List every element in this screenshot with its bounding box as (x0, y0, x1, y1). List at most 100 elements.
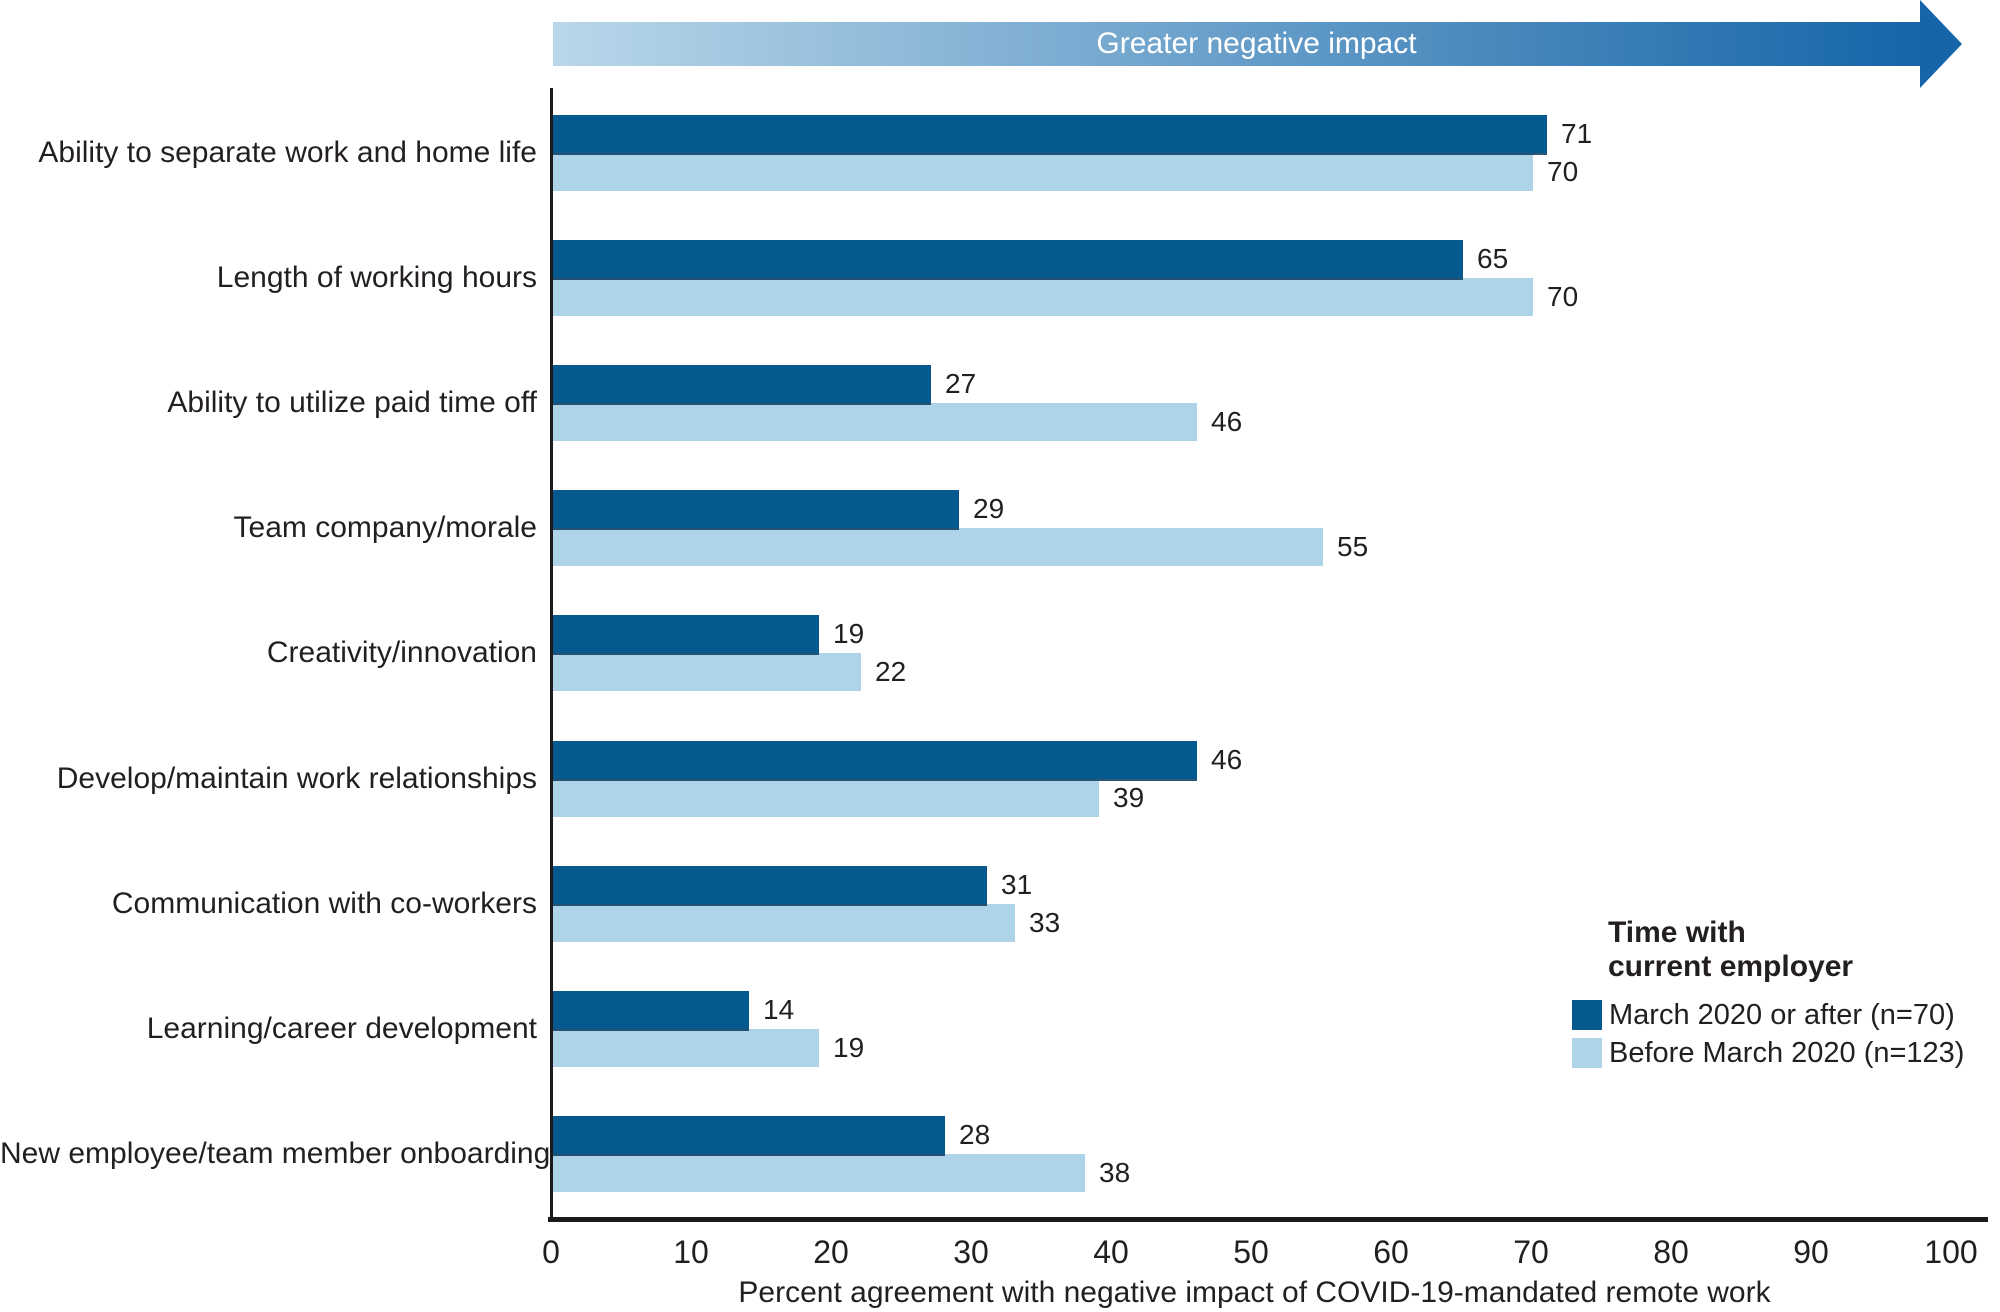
impact-arrow (553, 22, 1920, 66)
value-label: 19 (833, 618, 865, 650)
value-label: 38 (1099, 1157, 1131, 1189)
x-tick-label: 60 (1373, 1234, 1409, 1270)
value-label: 22 (875, 656, 907, 688)
x-axis-line (548, 1217, 1988, 1222)
value-label: 31 (1001, 868, 1033, 900)
bar-march-2020-or-after (553, 1116, 945, 1155)
bar-march-2020-or-after (553, 740, 1197, 779)
chart-row: Learning/career development 14 19 (0, 967, 2000, 1092)
category-label: Team company/morale (233, 511, 537, 545)
bar-line: 31 (553, 865, 1060, 904)
x-axis-title: Percent agreement with negative impact o… (738, 1276, 1771, 1309)
value-label: 19 (833, 1032, 865, 1064)
category-label: Learning/career development (146, 1012, 537, 1046)
bar-group: 28 38 (553, 1116, 1131, 1193)
value-label: 46 (1211, 743, 1243, 775)
bar-line: 46 (553, 740, 1243, 779)
bar-before-march-2020 (553, 653, 861, 692)
x-tick-label: 100 (1924, 1234, 1978, 1270)
x-tick-label: 40 (1093, 1234, 1129, 1270)
bar-before-march-2020 (553, 528, 1323, 567)
y-axis-line (550, 88, 553, 1220)
x-tick-label: 10 (673, 1234, 709, 1270)
bar-group: 46 39 (553, 740, 1243, 817)
bar-group: 27 46 (553, 365, 1243, 442)
bar-line: 71 (553, 114, 1592, 153)
legend-swatch-light (1572, 1038, 1602, 1068)
value-label: 46 (1211, 406, 1243, 438)
bar-line: 14 (553, 991, 864, 1030)
bar-before-march-2020 (553, 277, 1533, 316)
bar-before-march-2020 (553, 903, 1015, 942)
bar-line: 29 (553, 490, 1368, 529)
bar-march-2020-or-after (553, 865, 987, 904)
value-label: 14 (763, 994, 795, 1026)
value-label: 55 (1337, 531, 1369, 563)
bar-group: 65 70 (553, 239, 1579, 316)
legend: Time with current employer March 2020 or… (1572, 916, 1964, 1074)
bar-line: 27 (553, 365, 1242, 404)
bar-march-2020-or-after (553, 365, 931, 404)
x-tick-label: 20 (813, 1234, 849, 1270)
bar-line: 46 (553, 403, 1243, 442)
bar-march-2020-or-after (553, 114, 1547, 153)
legend-item-label: Before March 2020 (n=123) (1609, 1036, 1965, 1069)
legend-swatch-dark (1572, 1000, 1602, 1030)
chart-row: Ability to separate work and home life 71… (0, 90, 2000, 215)
bar-line: 55 (553, 528, 1369, 567)
value-label: 33 (1029, 906, 1061, 938)
legend-item-label: March 2020 or after (n=70) (1609, 998, 1955, 1031)
bar-group: 14 19 (553, 991, 865, 1068)
arrow-head-icon (1920, 0, 1962, 88)
bar-line: 70 (553, 277, 1579, 316)
bar-before-march-2020 (553, 152, 1533, 191)
category-label: Creativity/innovation (266, 636, 537, 670)
value-label: 70 (1547, 280, 1579, 312)
bar-before-march-2020 (553, 1029, 819, 1068)
bar-line: 65 (553, 239, 1578, 278)
value-label: 29 (973, 493, 1005, 525)
category-label: Develop/maintain work relationships (56, 761, 537, 795)
value-label: 39 (1113, 781, 1145, 813)
bar-line: 22 (553, 653, 907, 692)
arrow-label: Greater negative impact (1096, 27, 1417, 60)
chart-row: Communication with co-workers 31 33 (0, 841, 2000, 966)
chart-row: Length of working hours 65 70 (0, 215, 2000, 340)
value-label: 28 (959, 1119, 991, 1151)
bar-march-2020-or-after (553, 991, 749, 1030)
legend-item: March 2020 or after (n=70) (1572, 998, 1964, 1032)
chart-row: Team company/morale 29 55 (0, 466, 2000, 591)
bar-line: 38 (553, 1154, 1131, 1193)
value-label: 27 (945, 368, 977, 400)
bar-group: 29 55 (553, 490, 1369, 567)
x-tick-label: 90 (1793, 1234, 1829, 1270)
x-tick-label: 80 (1653, 1234, 1689, 1270)
category-label: Ability to utilize paid time off (167, 386, 537, 420)
chart-row: Develop/maintain work relationships 46 39 (0, 716, 2000, 841)
bar-before-march-2020 (553, 778, 1099, 817)
chart-row: Creativity/innovation 19 22 (0, 591, 2000, 716)
bar-line: 70 (553, 152, 1592, 191)
bar-march-2020-or-after (553, 615, 819, 654)
bar-line: 33 (553, 903, 1061, 942)
category-label: Length of working hours (216, 260, 537, 294)
chart-row: Ability to utilize paid time off 27 46 (0, 340, 2000, 465)
bar-before-march-2020 (553, 403, 1197, 442)
bar-group: 71 70 (553, 114, 1592, 191)
bar-group: 31 33 (553, 865, 1061, 942)
x-tick-label: 50 (1233, 1234, 1269, 1270)
legend-title-line1: Time with (1608, 916, 1746, 949)
category-label: Communication with co-workers (111, 886, 537, 920)
bar-line: 39 (553, 778, 1242, 817)
x-tick-label: 70 (1513, 1234, 1549, 1270)
legend-title-line2: current employer (1608, 950, 1854, 983)
bar-before-march-2020 (553, 1154, 1085, 1193)
bar-line: 19 (553, 1029, 865, 1068)
x-tick-label: 30 (953, 1234, 989, 1270)
legend-item: Before March 2020 (n=123) (1572, 1036, 1964, 1070)
chart-row: New employee/team member onboarding 28 38 (0, 1092, 2000, 1217)
value-label: 70 (1547, 155, 1579, 187)
legend-items: March 2020 or after (n=70) Before March 2… (1572, 998, 1964, 1070)
legend-title: Time with current employer (1608, 916, 1964, 984)
x-tick-label: 0 (542, 1234, 560, 1270)
